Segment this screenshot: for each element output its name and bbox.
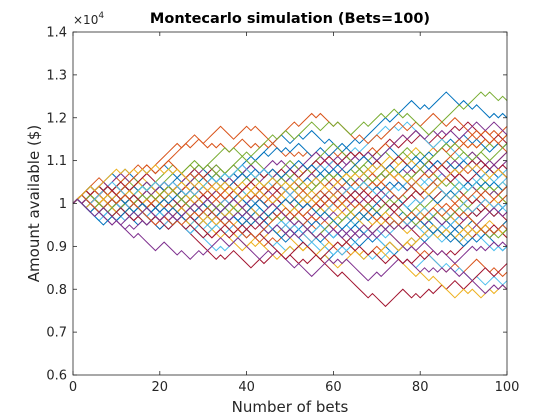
y-tick-label: 0.6 [46,369,67,384]
simulation-series-line [72,194,508,248]
x-tick-label: 20 [152,380,169,395]
simulation-series-line [72,198,508,295]
series-layer [72,91,508,308]
x-axis-label: Number of bets [232,398,349,416]
y-axis-exponent-label: ×104 [73,11,104,27]
y-exponent-base: ×10 [73,13,98,27]
x-tick-label: 40 [238,380,255,395]
y-axis-label: Amount available ($) [25,125,43,282]
y-tick-label: 1.3 [46,68,67,83]
simulation-series-line [72,198,508,265]
y-tick-label: 1.4 [46,26,67,41]
y-tick-label: 1 [59,197,67,212]
ticks-layer: 0 20 40 60 80 100 0.6 0.7 0.8 0.9 1 1.1 1.2 1.3 1.4 [46,26,519,396]
y-tick-label: 0.8 [46,283,67,298]
y-tick-label: 1.2 [46,111,67,126]
y-tick-label: 0.7 [46,326,67,341]
x-tick-label: 100 [495,380,520,395]
x-tick-label: 80 [412,380,429,395]
simulation-series-line [72,194,508,239]
simulation-series-line [72,164,508,204]
y-exponent-power: 4 [98,11,104,21]
y-tick-label: 0.9 [46,240,67,255]
x-tick-label: 60 [325,380,342,395]
y-tick-label: 1.1 [46,154,67,169]
x-tick-label: 0 [69,380,77,395]
chart-title: Montecarlo simulation (Bets=100) [150,11,430,27]
simulation-series-line [72,198,508,239]
